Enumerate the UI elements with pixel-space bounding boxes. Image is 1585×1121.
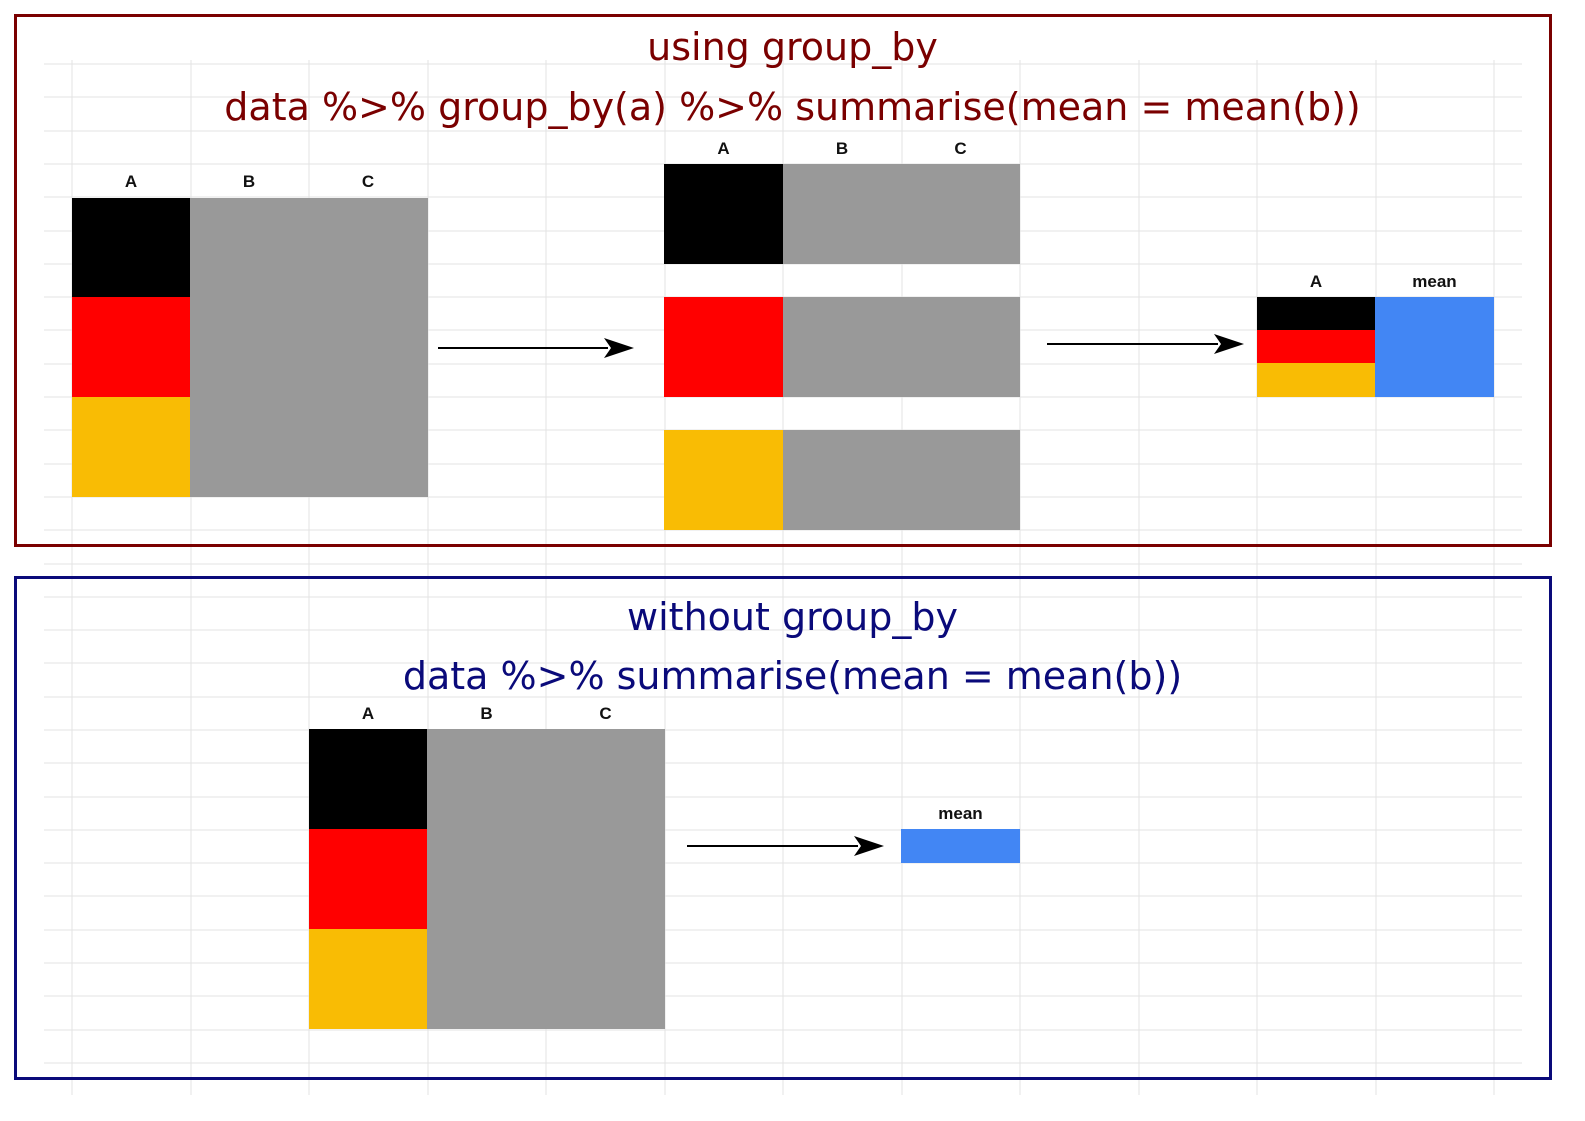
result-mean-blue [901,829,1020,863]
result-key-red [1257,330,1375,363]
group-by-panel [14,14,1552,547]
no-group-by-title: without group_by [627,595,958,639]
column-header-b: B [835,139,849,158]
group-by-title: using group_by [647,25,938,69]
column-header-a: A [1309,272,1323,291]
column-header-b: B [242,172,256,191]
group-block-gold [309,929,427,1029]
group-block-black [72,198,190,297]
group-black-key [664,164,783,264]
group-block-black [309,729,427,829]
column-header-b: B [480,704,493,723]
values-block-gray [427,729,665,1029]
no-group-by-panel [14,576,1552,1080]
group-by-code: data %>% group_by(a) %>% summarise(mean … [224,85,1361,129]
no-group-by-code: data %>% summarise(mean = mean(b)) [402,654,1183,698]
column-header-mean: mean [1412,272,1457,291]
arrow-input-to-mean [687,836,884,856]
result-key-black [1257,297,1375,330]
group-block-gold [72,397,190,497]
column-header-a: A [361,704,375,723]
group-red-key [664,297,783,397]
group-gold-key [664,430,783,530]
result-mean-blue [1375,297,1494,397]
column-header-a: A [124,172,138,191]
arrow-grouped-to-result [1047,334,1244,354]
values-block-gray [190,198,428,497]
group-block-red [72,297,190,397]
column-header-c: C [954,139,967,158]
column-header-mean: mean [938,804,983,823]
group-block-red [309,829,427,929]
group-gold-values [783,430,1020,530]
result-key-gold [1257,363,1375,397]
column-header-a: A [717,139,730,158]
group-black-values [783,164,1020,264]
arrow-input-to-grouped [438,338,634,358]
column-header-c: C [599,704,612,723]
group-red-values [783,297,1020,397]
column-header-c: C [361,172,375,191]
